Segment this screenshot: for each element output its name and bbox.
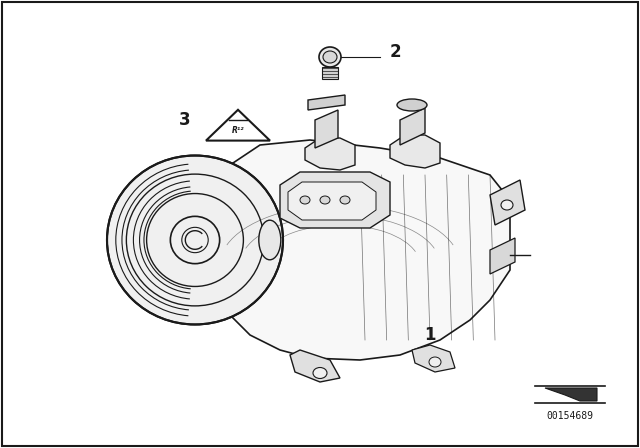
Ellipse shape [313, 367, 327, 379]
Ellipse shape [319, 47, 341, 67]
Polygon shape [288, 182, 376, 220]
Text: 00154689: 00154689 [547, 411, 593, 421]
Text: R¹²: R¹² [232, 125, 244, 134]
Ellipse shape [429, 357, 441, 367]
Polygon shape [280, 172, 390, 228]
Text: 1: 1 [424, 326, 436, 344]
Text: 2: 2 [389, 43, 401, 61]
Polygon shape [305, 138, 355, 170]
Polygon shape [308, 95, 345, 110]
Text: 3: 3 [179, 111, 191, 129]
Ellipse shape [397, 99, 427, 111]
Ellipse shape [107, 155, 283, 324]
Polygon shape [215, 140, 510, 360]
Ellipse shape [323, 51, 337, 63]
Polygon shape [400, 108, 425, 145]
Polygon shape [490, 180, 525, 225]
Ellipse shape [259, 220, 281, 260]
Polygon shape [412, 345, 455, 372]
Ellipse shape [340, 196, 350, 204]
Ellipse shape [300, 196, 310, 204]
Ellipse shape [320, 196, 330, 204]
Polygon shape [390, 135, 440, 168]
Polygon shape [545, 388, 597, 401]
Polygon shape [290, 350, 340, 382]
Polygon shape [315, 110, 338, 148]
Polygon shape [490, 238, 515, 274]
Ellipse shape [501, 200, 513, 210]
Polygon shape [322, 67, 338, 79]
